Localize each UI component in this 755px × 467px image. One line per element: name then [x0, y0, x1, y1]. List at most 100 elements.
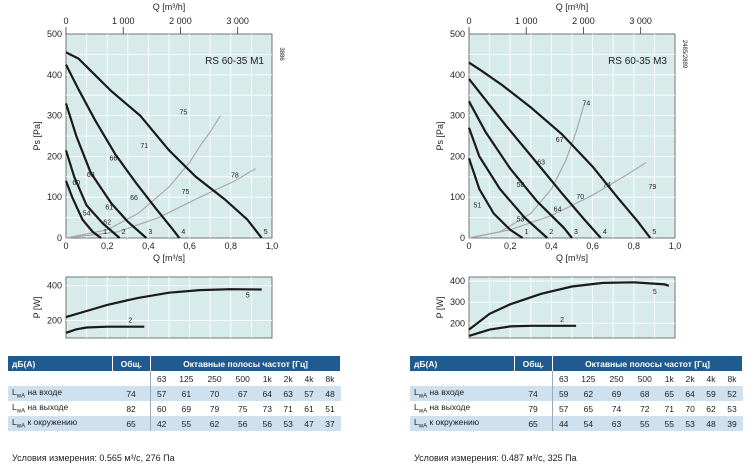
row-value: 64	[679, 386, 701, 401]
efficiency-label: 66	[109, 155, 117, 162]
row-value: 70	[679, 401, 701, 416]
fan-curve-5	[468, 61, 652, 239]
row-value: 56	[256, 416, 278, 431]
row-value: 74	[602, 401, 631, 416]
conditions-left: Условия измерения: 0.565 м³/с, 276 Па	[12, 453, 175, 463]
row-value: 61	[172, 386, 201, 401]
efficiency-label: 74	[583, 100, 591, 107]
row-value: 63	[602, 416, 631, 431]
band-label: 8k	[721, 371, 743, 386]
x-tick-label: 0,4	[142, 241, 155, 251]
x-axis-title: Q [m³/s]	[556, 253, 588, 263]
efficiency-label: 58	[517, 182, 525, 189]
row-label-prefix: L	[414, 387, 419, 398]
band-label: 4k	[700, 371, 722, 386]
x-top-tick-label: 3 000	[629, 16, 652, 26]
row-value: 37	[319, 416, 341, 431]
row-value: 48	[700, 416, 722, 431]
row-label: LwA на выходе	[410, 401, 515, 416]
efficiency-label: 54	[83, 211, 91, 218]
efficiency-label: 78	[231, 173, 239, 180]
y-tick-label: 500	[450, 29, 465, 39]
row-value: 62	[700, 401, 722, 416]
fan-curve-2	[64, 149, 121, 239]
row-value: 75	[228, 401, 257, 416]
efficiency-label: 74	[603, 182, 611, 189]
table-row: LwA на выходе 82 60 69 79 75 73 71 61 51	[8, 401, 341, 416]
row-value: 56	[228, 416, 257, 431]
row-label: LwA на входе	[410, 386, 515, 401]
row-value: 63	[277, 386, 299, 401]
fan-curve-3	[64, 103, 148, 239]
fan-curve-label: 5	[264, 229, 268, 236]
y-tick-label: 400	[47, 70, 62, 80]
efficiency-label: 70	[576, 194, 584, 201]
band-label: 8k	[319, 371, 341, 386]
power-curve-2	[468, 324, 577, 337]
efficiency-label: 63	[537, 160, 545, 167]
x-tick-label: 0	[63, 241, 68, 251]
efficiency-label: 62	[103, 220, 111, 227]
row-label-text: на выходе	[25, 402, 69, 413]
row-total: 82	[112, 401, 152, 416]
efficiency-label: 53	[517, 217, 525, 224]
fan-curve-3	[468, 100, 573, 239]
y-tick-label: 100	[47, 192, 62, 202]
row-label-sub: wA	[16, 423, 26, 430]
row-label-text: на входе	[25, 387, 63, 398]
conditions-right: Условия измерения: 0.487 м³/с, 325 Па	[414, 453, 577, 463]
row-value: 57	[150, 386, 173, 401]
row-label-prefix: L	[12, 387, 17, 398]
row-label: LwA на выходе	[8, 401, 113, 416]
row-value: 51	[319, 401, 341, 416]
row-total: 79	[514, 401, 554, 416]
fan-curve-4	[468, 78, 602, 239]
x-top-axis-title: Q [m³/h]	[556, 2, 589, 12]
row-value: 65	[658, 386, 680, 401]
table-row: LwA к окружению 65 44 54 63 55 55 53 48 39	[410, 416, 743, 431]
x-tick-label: 1,0	[266, 241, 279, 251]
row-label-prefix: L	[414, 417, 419, 428]
y-tick-label: 400	[450, 70, 465, 80]
y-tick-label: 200	[450, 151, 465, 161]
row-value: 69	[172, 401, 201, 416]
x-top-tick-label: 1 000	[515, 16, 538, 26]
row-value: 57	[298, 386, 320, 401]
band-label: 500	[228, 371, 257, 386]
row-value: 72	[630, 401, 659, 416]
power-y-axis-title: P [W]	[32, 297, 42, 319]
table-row: LwA на входе 74 57 61 70 67 64 63 57 48	[8, 386, 341, 401]
x-top-tick-label: 3 000	[226, 16, 249, 26]
row-value: 53	[277, 416, 299, 431]
band-label: 250	[602, 371, 631, 386]
fan-curve-label: 3	[148, 229, 152, 236]
row-value: 60	[150, 401, 173, 416]
row-value: 52	[721, 386, 743, 401]
row-label: LwA на входе	[8, 386, 113, 401]
band-spacer	[8, 371, 113, 386]
efficiency-label: 71	[140, 143, 148, 150]
band-label: 500	[630, 371, 659, 386]
row-value: 61	[298, 401, 320, 416]
header-bands: Октавные полосы частот [Гц]	[150, 356, 341, 371]
fan-curve-4	[65, 64, 181, 239]
band-label: 1k	[658, 371, 680, 386]
fan-curve-1	[64, 180, 102, 239]
x-tick-label: 0,6	[586, 241, 599, 251]
table-header-row: дБ(A) Общ. Октавные полосы частот [Гц]	[8, 356, 341, 371]
sound-table-right: дБ(A) Общ. Октавные полосы частот [Гц] 63 12…	[410, 356, 743, 431]
system-curve	[65, 115, 222, 239]
fan-curve-label: 4	[603, 229, 607, 236]
fan-curve-label: 1	[525, 229, 529, 236]
x-tick-label: 0,2	[101, 241, 114, 251]
row-value: 69	[602, 386, 631, 401]
x-top-tick-label: 2 000	[572, 16, 595, 26]
x-top-axis-title: Q [m³/h]	[153, 2, 186, 12]
row-value: 59	[700, 386, 722, 401]
efficiency-label: 51	[473, 202, 481, 209]
y-axis-title: Ps [Pa]	[32, 121, 42, 150]
x-top-tick-label: 0	[466, 16, 471, 26]
power-curve-5	[65, 288, 262, 319]
x-top-tick-label: 0	[63, 16, 68, 26]
x-top-tick-label: 2 000	[169, 16, 192, 26]
